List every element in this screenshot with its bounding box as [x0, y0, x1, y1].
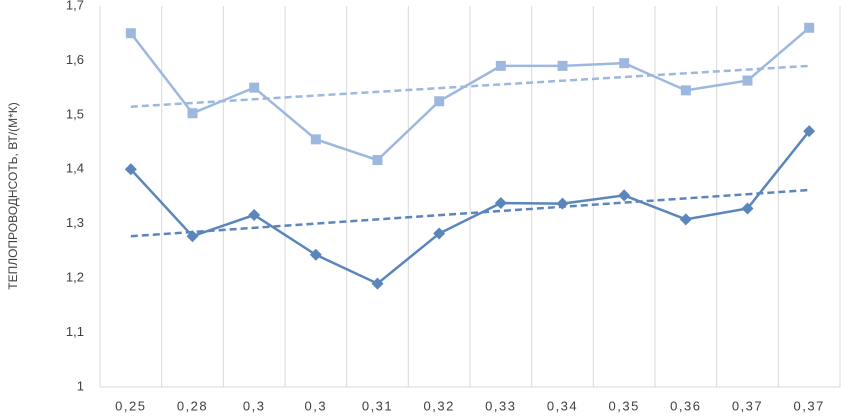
marker [557, 60, 568, 71]
marker [433, 227, 446, 240]
marker [741, 202, 754, 215]
trend-line [130, 64, 810, 108]
y-tick-label: 1 [77, 378, 84, 393]
y-tick-label: 1,1 [66, 324, 84, 339]
marker [804, 22, 815, 33]
x-tick-label: 0,34 [547, 398, 578, 413]
x-tick-label: 0,31 [362, 398, 393, 413]
x-tick-label: 0,35 [609, 398, 640, 413]
marker [248, 209, 261, 222]
x-tick-label: 0,3 [243, 398, 266, 413]
series-line [129, 130, 811, 286]
y-tick-label: 1,3 [66, 215, 84, 230]
x-tick-label: 0,28 [177, 398, 208, 413]
y-tick-label: 1,5 [66, 106, 84, 121]
x-tick-label: 0,36 [670, 398, 701, 413]
x-tick-label: 0,3 [305, 398, 328, 413]
marker [125, 28, 136, 39]
marker [187, 108, 198, 119]
marker [249, 82, 260, 93]
marker [310, 134, 321, 145]
x-tick-label: 0,37 [794, 398, 825, 413]
marker [495, 60, 506, 71]
marker [803, 125, 816, 138]
marker [434, 96, 445, 107]
marker [309, 248, 322, 261]
series-line [129, 26, 810, 162]
marker [372, 155, 383, 166]
y-tick-label: 1,7 [66, 0, 84, 12]
marker [371, 277, 384, 290]
marker [619, 58, 630, 69]
y-tick-label: 1,4 [66, 161, 84, 176]
x-tick-label: 0,32 [424, 398, 455, 413]
x-tick-label: 0,37 [732, 398, 763, 413]
marker [742, 75, 753, 86]
marker [618, 189, 631, 202]
marker [186, 230, 199, 243]
marker [679, 213, 692, 226]
y-tick-label: 1,6 [66, 52, 84, 67]
marker [124, 163, 137, 176]
x-tick-label: 0,25 [115, 398, 146, 413]
marker [556, 197, 569, 210]
trend-line [130, 188, 810, 238]
x-tick-label: 0,33 [485, 398, 516, 413]
y-axis-label: ТЕПЛОПРОВОДНСОТЬ, ВТ/(М*К) [6, 102, 20, 289]
marker [680, 85, 691, 96]
y-tick-label: 1,2 [66, 270, 84, 285]
marker [494, 197, 507, 210]
